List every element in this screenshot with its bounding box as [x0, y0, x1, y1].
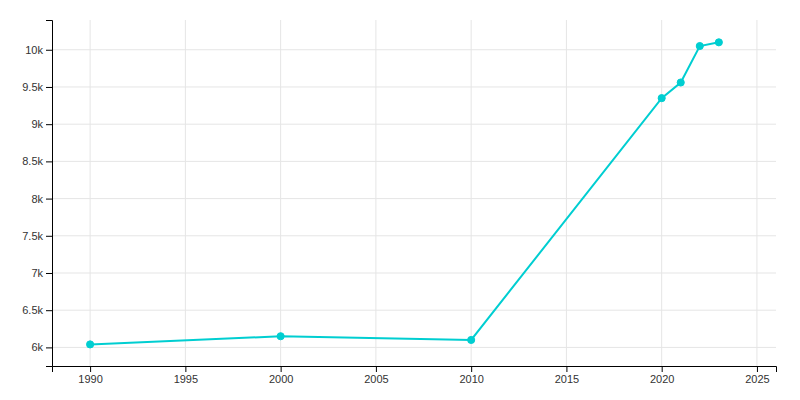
grid-line [756, 20, 757, 366]
tick: 8.5k [22, 155, 52, 167]
grid [52, 20, 776, 366]
point [696, 42, 703, 49]
tick: 2020 [650, 366, 674, 385]
tick-mark [46, 236, 52, 237]
tick-mark [46, 347, 52, 348]
tick-mark [471, 366, 472, 372]
tick: 6.5k [22, 304, 52, 316]
tick: 7.5k [22, 230, 52, 242]
tick-label: 2000 [269, 373, 293, 385]
tick: 7k [31, 267, 52, 279]
tick-label: 6.5k [22, 304, 43, 316]
grid-line [661, 20, 662, 366]
tick-mark [46, 161, 52, 162]
tick: 6k [31, 341, 52, 353]
grid-line [52, 161, 776, 162]
tick: 9k [31, 118, 52, 130]
tick-label: 6k [31, 341, 43, 353]
tick-mark [46, 87, 52, 88]
tick-label: 7k [31, 267, 43, 279]
grid-line [52, 347, 776, 348]
marks [87, 39, 723, 348]
grid-line [52, 198, 776, 199]
tick-label: 2010 [459, 373, 483, 385]
point [277, 333, 284, 340]
grid-line [52, 86, 776, 87]
axis-line [46, 21, 53, 367]
tick-label: 8k [31, 193, 43, 205]
tick-label: 9k [31, 118, 43, 130]
tick-mark [566, 366, 567, 372]
tick-label: 1995 [174, 373, 198, 385]
tick-label: 9.5k [22, 81, 43, 93]
grid-line [566, 20, 567, 366]
grid-line [52, 310, 776, 311]
tick-label: 10k [25, 44, 43, 56]
tick-label: 7.5k [22, 230, 43, 242]
point [677, 79, 684, 86]
grid-line [280, 20, 281, 366]
tick-mark [185, 366, 186, 372]
tick: 8k [31, 193, 52, 205]
tick: 9.5k [22, 81, 52, 93]
tick-mark [46, 50, 52, 51]
tick-mark [46, 310, 52, 311]
point [715, 39, 722, 46]
tick: 2005 [364, 366, 388, 385]
y-axis: 6k 6.5k 7k 7.5k 8k 8.5k 9k 9.5k 10k [22, 21, 52, 367]
point [658, 95, 665, 102]
tick: 1990 [78, 366, 102, 385]
grid-line [375, 20, 376, 366]
tick: 2015 [555, 366, 579, 385]
tick-mark [662, 366, 663, 372]
tick-label: 2015 [555, 373, 579, 385]
grid-line [185, 20, 186, 366]
tick-mark [46, 124, 52, 125]
tick-mark [281, 366, 282, 372]
grid-line [52, 235, 776, 236]
grid-line [52, 272, 776, 273]
point [87, 341, 94, 348]
grid-line [52, 49, 776, 50]
tick-mark [46, 273, 52, 274]
tick-mark [46, 199, 52, 200]
grid-line [52, 124, 776, 125]
chart: 1990 1995 2000 2005 2010 2015 2020 2025 6k 6.5k 7k… [0, 0, 800, 400]
tick-label: 2025 [745, 373, 769, 385]
x-axis: 1990 1995 2000 2005 2010 2015 2020 2025 [53, 366, 777, 385]
tick-mark [757, 366, 758, 372]
line [90, 42, 719, 344]
plot: 1990 1995 2000 2005 2010 2015 2020 2025 6k 6.5k 7k… [22, 20, 776, 385]
tick: 2025 [745, 366, 769, 385]
grid-line [90, 20, 91, 366]
tick-label: 8.5k [22, 155, 43, 167]
tick: 1995 [174, 366, 198, 385]
point [468, 336, 475, 343]
tick-mark [90, 366, 91, 372]
tick: 2000 [269, 366, 293, 385]
tick-label: 2020 [650, 373, 674, 385]
axis-line [53, 367, 777, 373]
tick: 10k [25, 44, 52, 56]
tick-label: 2005 [364, 373, 388, 385]
grid-line [471, 20, 472, 366]
tick-label: 1990 [78, 373, 102, 385]
tick-mark [376, 366, 377, 372]
tick: 2010 [459, 366, 483, 385]
